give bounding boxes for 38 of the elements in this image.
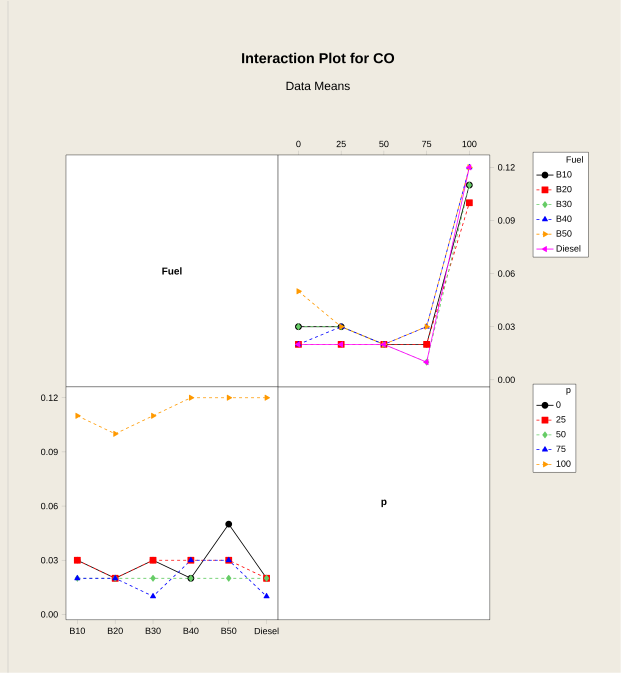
x-tick-label: 0 bbox=[296, 140, 301, 148]
x-tick-label: B40 bbox=[184, 628, 199, 634]
x-axis-title: Fuel bbox=[162, 267, 182, 275]
y-tick-label: 0.09 bbox=[498, 217, 515, 224]
legend-label: B10 bbox=[556, 171, 572, 178]
legend-label: 75 bbox=[556, 446, 566, 452]
legend-label: B40 bbox=[556, 216, 572, 222]
y-tick-label: 0.09 bbox=[41, 448, 58, 456]
legend-label: B20 bbox=[556, 186, 572, 192]
x-tick-label: B20 bbox=[108, 628, 123, 634]
x-tick-label: B10 bbox=[70, 628, 86, 634]
x-tick-label: B50 bbox=[222, 628, 236, 634]
legend-label: B30 bbox=[556, 200, 572, 208]
x-axis-title: p bbox=[382, 500, 387, 508]
legend-label: Diesel bbox=[556, 245, 580, 252]
chart-subtitle: Data Means bbox=[286, 82, 350, 90]
y-tick-label: 0.06 bbox=[498, 270, 515, 277]
x-tick-label: 100 bbox=[462, 140, 477, 148]
legend-label: 25 bbox=[556, 416, 566, 423]
legend-title: p bbox=[566, 388, 571, 395]
x-tick-label: Diesel bbox=[254, 628, 279, 634]
legend-label: B50 bbox=[556, 230, 572, 237]
chart-title: Interaction Plot for CO bbox=[242, 52, 394, 64]
legend-label: 0 bbox=[556, 401, 561, 408]
y-tick-label: 0.06 bbox=[41, 502, 58, 510]
legend-label: 100 bbox=[556, 460, 571, 467]
y-tick-label: 0.12 bbox=[41, 394, 58, 401]
legend-title: Fuel bbox=[566, 156, 583, 163]
y-tick-label: 0.00 bbox=[41, 611, 58, 618]
x-tick-label: B30 bbox=[146, 628, 161, 634]
x-tick-label: 50 bbox=[379, 140, 389, 148]
x-tick-label: 25 bbox=[336, 140, 346, 148]
y-tick-label: 0.03 bbox=[498, 324, 515, 330]
y-tick-label: 0.03 bbox=[41, 557, 58, 564]
y-tick-label: 0.12 bbox=[498, 164, 515, 171]
x-tick-label: 75 bbox=[422, 140, 432, 148]
legend-label: 50 bbox=[556, 430, 566, 438]
y-tick-label: 0.00 bbox=[498, 376, 515, 383]
